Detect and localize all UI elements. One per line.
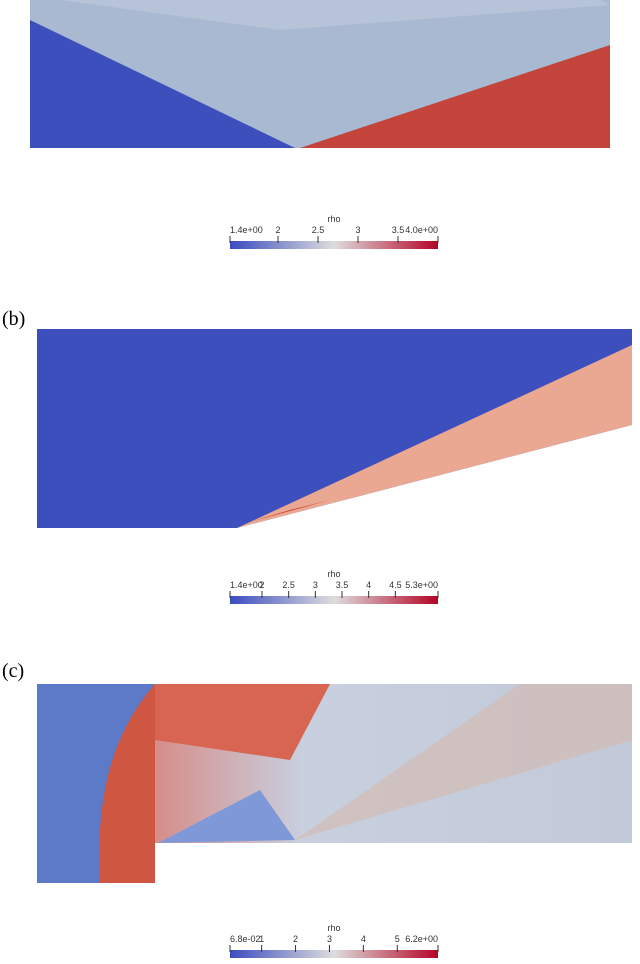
colorbar-tick-label: 3.5 bbox=[336, 580, 349, 590]
colorbar-tick-label: 2.5 bbox=[282, 580, 295, 590]
colorbar-tick-label: 3 bbox=[327, 934, 332, 944]
colorbar-tick-label: 6.8e-02 bbox=[230, 934, 261, 944]
panel-a-image bbox=[30, 0, 610, 148]
colorbar-tick-label: 4.0e+00 bbox=[405, 225, 438, 235]
colorbar bbox=[230, 950, 438, 958]
colorbar-tick-label: 4 bbox=[366, 580, 371, 590]
colorbar-title: rho bbox=[327, 569, 340, 579]
colorbar-title: rho bbox=[327, 214, 340, 224]
colorbar-tick-label: 1.4e+00 bbox=[230, 225, 263, 235]
colorbar-tick-label: 6.2e+00 bbox=[405, 934, 438, 944]
colorbar-tick-label: 5.3e+00 bbox=[405, 580, 438, 590]
colorbar-tick-label: 2.5 bbox=[312, 225, 325, 235]
colorbar-tick-label: 3 bbox=[355, 225, 360, 235]
panel-label: (b) bbox=[2, 308, 25, 330]
colorbar-tick-label: 5 bbox=[395, 934, 400, 944]
colorbar-tick-label: 3 bbox=[313, 580, 318, 590]
colorbar-tick-label: 2 bbox=[275, 225, 280, 235]
colorbar-tick-label: 3.5 bbox=[392, 225, 405, 235]
colorbar-tick-label: 2 bbox=[293, 934, 298, 944]
colorbar-tick-label: 2 bbox=[259, 580, 264, 590]
colorbar bbox=[230, 241, 438, 249]
colorbar-title: rho bbox=[327, 923, 340, 933]
colorbar-tick-label: 4 bbox=[361, 934, 366, 944]
panel-b-image bbox=[37, 329, 632, 528]
colorbar-tick-label: 1.4e+00 bbox=[230, 580, 263, 590]
colorbar-tick-label: 1 bbox=[259, 934, 264, 944]
panel-c-image bbox=[37, 684, 632, 883]
panel-label: (c) bbox=[2, 660, 24, 682]
colorbar bbox=[230, 596, 438, 604]
colorbar-tick-label: 4.5 bbox=[389, 580, 402, 590]
